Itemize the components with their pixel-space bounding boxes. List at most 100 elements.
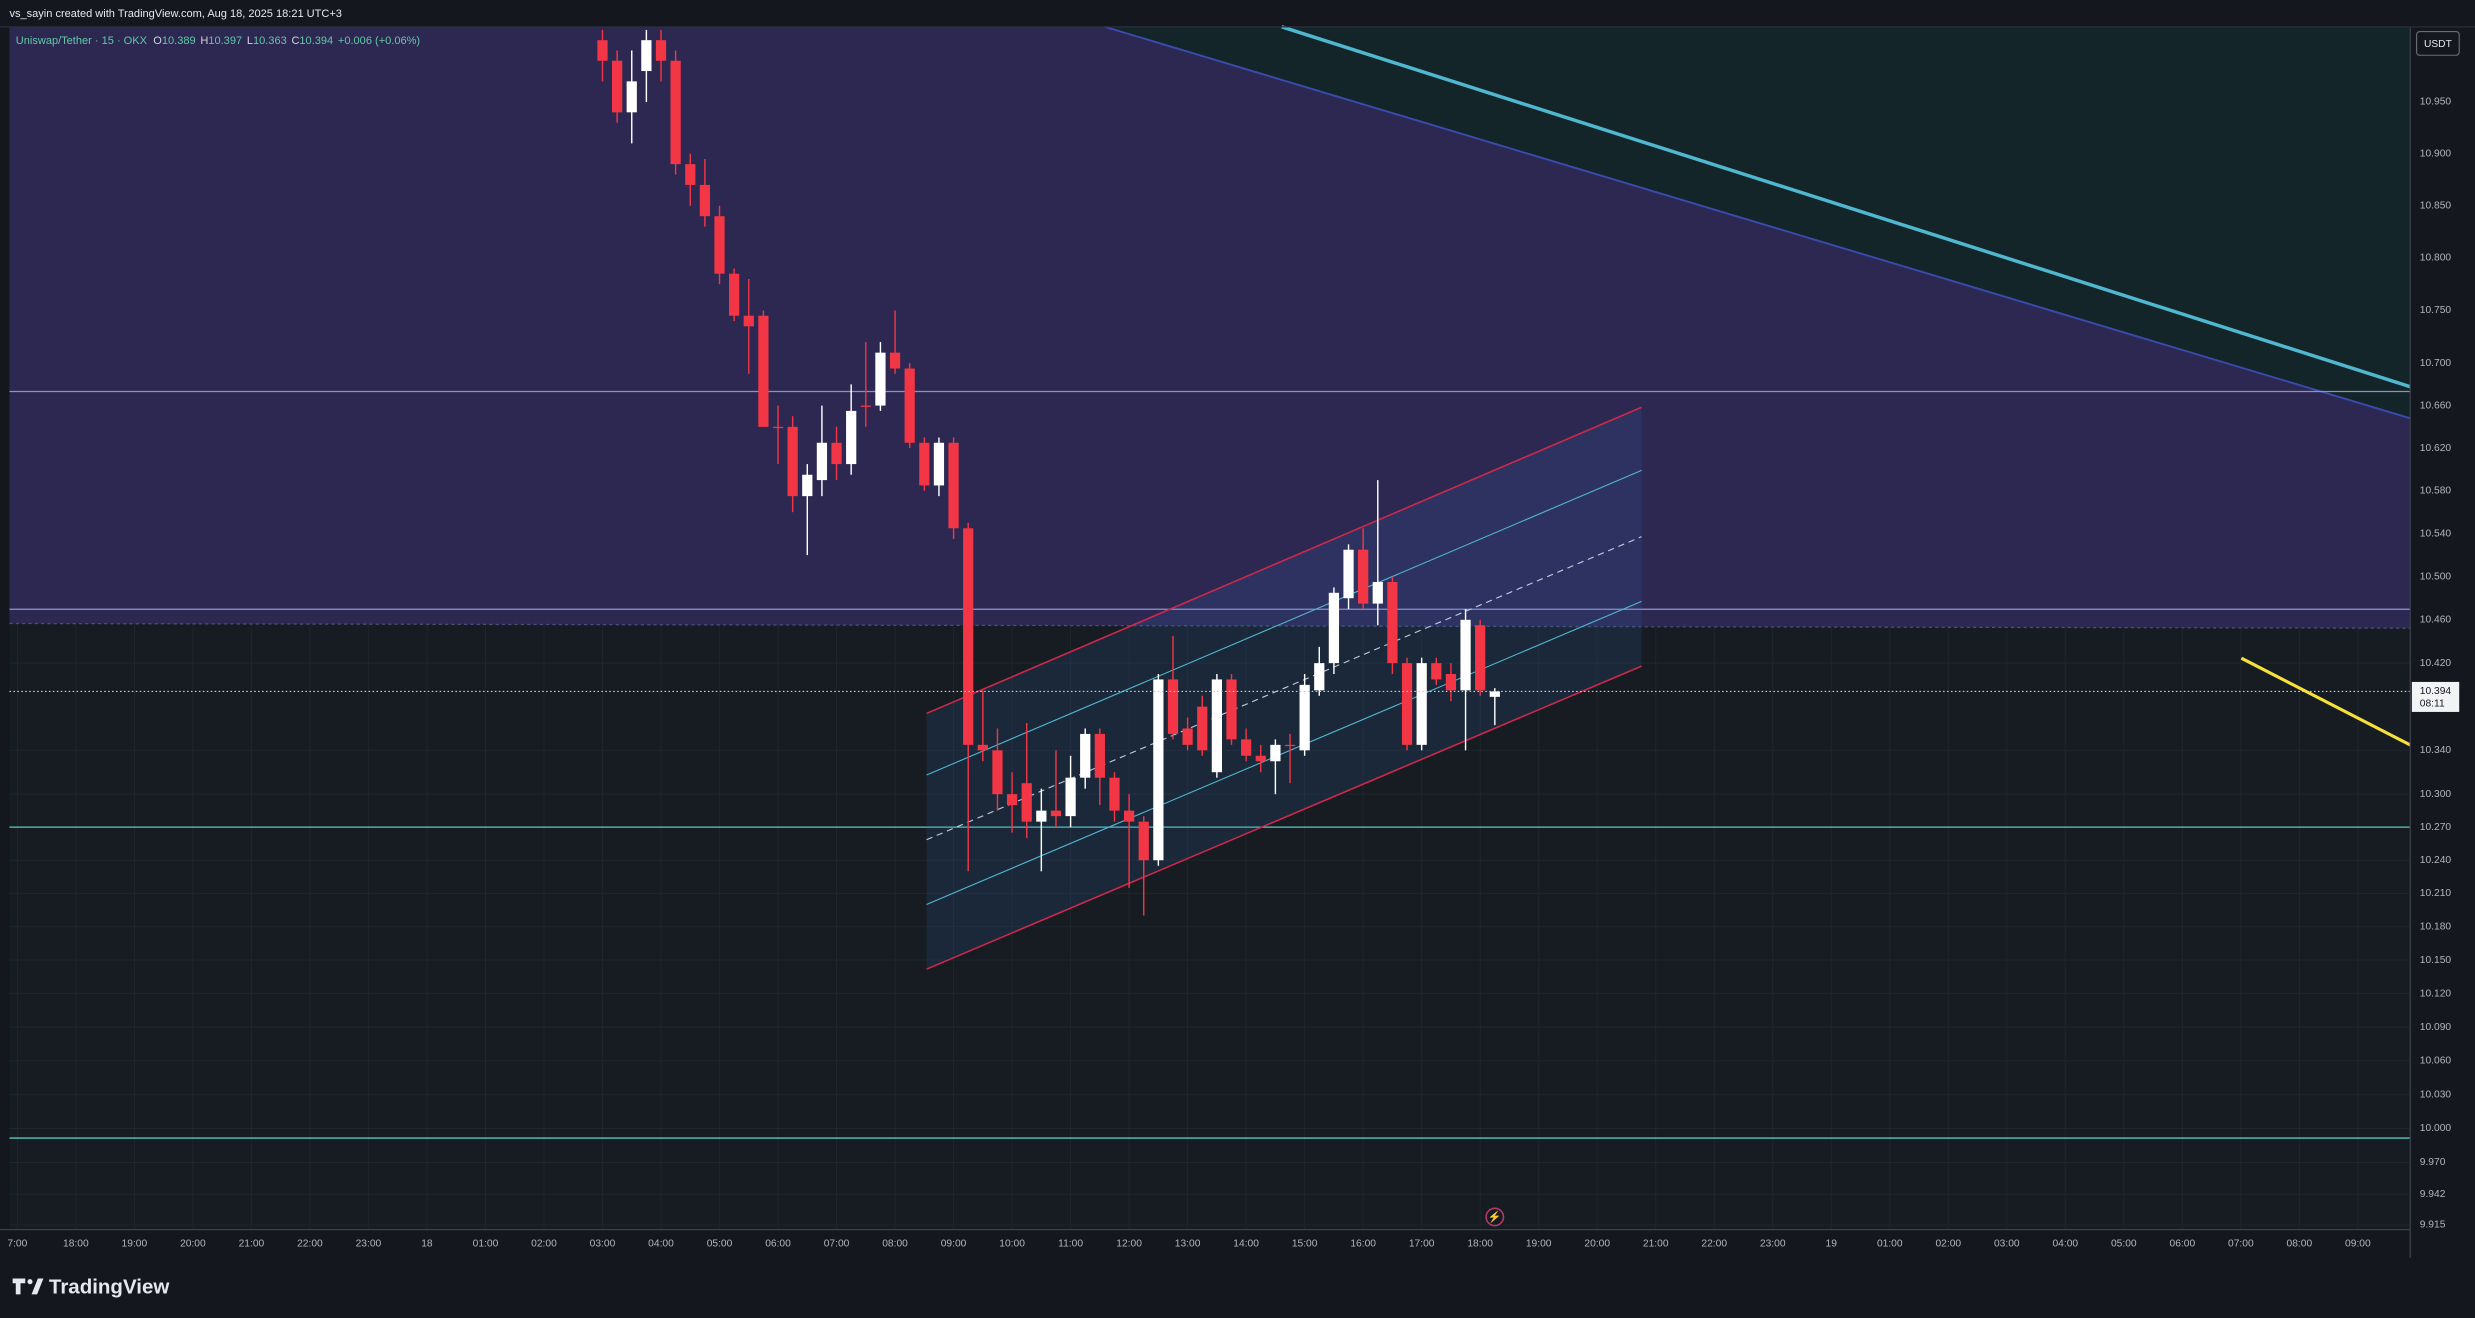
legend-key: H bbox=[200, 35, 208, 47]
x-tick-label: 14:00 bbox=[1233, 1239, 1259, 1250]
x-tick-label: 12:00 bbox=[1116, 1239, 1142, 1250]
legend-value: 10.394 bbox=[299, 35, 333, 47]
x-tick-label: 18:00 bbox=[1467, 1239, 1493, 1250]
legend-value: 10.363 bbox=[253, 35, 287, 47]
candle-body bbox=[860, 405, 871, 407]
x-tick-label: 13:00 bbox=[1175, 1239, 1201, 1250]
x-tick-label: 09:00 bbox=[2345, 1239, 2371, 1250]
legend-key: O bbox=[153, 35, 162, 47]
candle-body bbox=[1211, 679, 1222, 773]
candle-body bbox=[816, 442, 828, 481]
candle-body bbox=[1460, 619, 1471, 691]
legend-key: L bbox=[247, 35, 253, 47]
x-tick-label: 10:00 bbox=[999, 1239, 1025, 1250]
candle-body bbox=[1036, 810, 1047, 822]
candle-body bbox=[1401, 663, 1413, 745]
x-tick-label: 03:00 bbox=[1994, 1239, 2020, 1250]
y-tick-label: 9.970 bbox=[2420, 1157, 2446, 1168]
channel-line bbox=[926, 600, 1642, 905]
x-tick-label: 06:00 bbox=[765, 1239, 791, 1250]
y-tick-label: 10.120 bbox=[2420, 988, 2452, 999]
last-price-badge bbox=[2411, 681, 2460, 712]
x-tick-label: 17:00 bbox=[1409, 1239, 1435, 1250]
zone-purple bbox=[9, 26, 2411, 629]
x-tick-label: 09:00 bbox=[941, 1239, 967, 1250]
candle-body bbox=[1080, 733, 1091, 778]
time-axis bbox=[0, 1229, 2411, 1259]
candle-body bbox=[977, 744, 988, 751]
candle-body bbox=[1094, 733, 1105, 778]
legend-key: C bbox=[291, 35, 299, 47]
candle-body bbox=[992, 750, 1003, 795]
candle-body bbox=[889, 352, 901, 369]
y-tick-label: 10.340 bbox=[2420, 745, 2452, 756]
y-tick-label: 10.150 bbox=[2420, 955, 2452, 966]
candle-body bbox=[1314, 663, 1325, 691]
candle-body bbox=[1372, 582, 1383, 604]
x-tick-label: 22:00 bbox=[297, 1239, 323, 1250]
candle-body bbox=[1445, 674, 1457, 691]
y-tick-label: 10.030 bbox=[2420, 1089, 2452, 1100]
candle-body bbox=[1021, 783, 1032, 822]
x-tick-label: 7:00 bbox=[7, 1239, 27, 1250]
x-tick-label: 21:00 bbox=[1643, 1239, 1669, 1250]
x-tick-label: 05:00 bbox=[2111, 1239, 2137, 1250]
y-tick-label: 10.270 bbox=[2420, 822, 2452, 833]
x-tick-label: 23:00 bbox=[1760, 1239, 1786, 1250]
candle-body bbox=[933, 442, 945, 486]
candle-body bbox=[1006, 794, 1018, 806]
y-tick-label: 10.580 bbox=[2420, 485, 2452, 496]
countdown: 08:11 bbox=[2420, 699, 2445, 710]
y-tick-label: 10.460 bbox=[2420, 615, 2452, 626]
x-tick-label: 15:00 bbox=[1292, 1239, 1318, 1250]
axis-labels: 10.950 10.900 10.850 10.800 10.750 10.700 10.6… bbox=[7, 97, 2460, 1250]
x-tick-label: 20:00 bbox=[1584, 1239, 1610, 1250]
candle-body bbox=[831, 442, 842, 465]
candle-body bbox=[714, 216, 725, 274]
y-tick-label: 10.950 bbox=[2420, 97, 2452, 108]
x-tick-label: 11:00 bbox=[1058, 1239, 1083, 1250]
currency-button[interactable] bbox=[2416, 31, 2460, 56]
x-tick-label: 19:00 bbox=[122, 1239, 148, 1250]
candle-body bbox=[904, 368, 915, 443]
y-tick-label: 10.090 bbox=[2420, 1022, 2452, 1033]
candle-body bbox=[963, 528, 974, 745]
candle-body bbox=[1065, 777, 1076, 817]
candle-body bbox=[1343, 549, 1354, 599]
candle-body bbox=[919, 442, 930, 486]
candle-body bbox=[948, 442, 959, 529]
candle-body bbox=[772, 426, 784, 429]
event-icon: ⚡ bbox=[1488, 1210, 1502, 1224]
x-tick-label: 19:00 bbox=[1526, 1239, 1552, 1250]
y-tick-label: 10.850 bbox=[2420, 200, 2452, 211]
legend-value: 10.397 bbox=[208, 35, 242, 47]
channel-line bbox=[926, 406, 1642, 715]
x-tick-label: 06:00 bbox=[2170, 1239, 2196, 1250]
candle-body bbox=[670, 60, 681, 165]
price-axis bbox=[2410, 26, 2475, 1259]
x-tick-label: 07:00 bbox=[2228, 1239, 2254, 1250]
x-tick-label: 23:00 bbox=[356, 1239, 382, 1250]
candle-body bbox=[641, 40, 652, 72]
y-tick-label: 10.000 bbox=[2420, 1123, 2452, 1134]
candle-body bbox=[1226, 679, 1237, 740]
candle-body bbox=[846, 410, 857, 465]
x-tick-label: 01:00 bbox=[1877, 1239, 1903, 1250]
x-tick-label: 02:00 bbox=[531, 1239, 557, 1250]
x-tick-label: 18 bbox=[421, 1239, 433, 1250]
candle-body bbox=[1475, 625, 1486, 691]
candle-body bbox=[626, 81, 637, 113]
candle-body bbox=[1182, 728, 1193, 745]
logo-mark bbox=[12, 1278, 26, 1295]
y-tick-label: 10.240 bbox=[2420, 855, 2452, 866]
x-tick-label: 21:00 bbox=[239, 1239, 265, 1250]
candle-body bbox=[1197, 706, 1208, 751]
x-tick-label: 08:00 bbox=[882, 1239, 908, 1250]
y-tick-label: 10.750 bbox=[2420, 305, 2452, 316]
candle-body bbox=[1050, 810, 1062, 817]
legend-value: 10.389 bbox=[162, 35, 196, 47]
candle-body bbox=[1109, 777, 1120, 811]
channel-line bbox=[926, 469, 1642, 776]
candle-body bbox=[787, 426, 798, 497]
